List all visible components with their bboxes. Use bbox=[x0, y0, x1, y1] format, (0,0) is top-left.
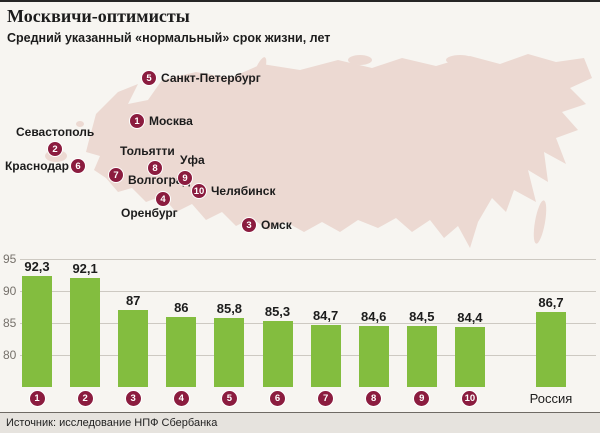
bar-value-7: 84,7 bbox=[312, 307, 339, 323]
x-axis-marker-5: 5 bbox=[220, 390, 238, 407]
y-axis-label-95: 95 bbox=[3, 251, 19, 267]
x-axis-marker-3: 3 bbox=[124, 390, 142, 407]
source-footer: Источник: исследование НПФ Сбербанка bbox=[0, 412, 600, 433]
bar-8 bbox=[358, 325, 389, 387]
source-text: Источник: исследование НПФ Сбербанка bbox=[6, 417, 218, 429]
map-marker-1: 1 bbox=[129, 113, 145, 129]
gridline-85 bbox=[20, 323, 596, 324]
map-island bbox=[249, 57, 267, 95]
y-axis-label-85: 85 bbox=[3, 315, 19, 331]
gridline-95 bbox=[20, 259, 596, 260]
bar-2 bbox=[70, 277, 101, 387]
map-city-label-7: Волгоград bbox=[128, 173, 191, 187]
map-city-label-1: Москва bbox=[149, 114, 193, 128]
map-city-label-2: Севастополь bbox=[16, 125, 95, 139]
map-marker-5: 5 bbox=[141, 70, 157, 86]
page-title: Москвичи-оптимисты bbox=[7, 6, 190, 26]
bar-value-10: 84,4 bbox=[457, 309, 483, 325]
map-marker-3: 3 bbox=[241, 217, 257, 233]
bar-value-Россия: 86,7 bbox=[538, 295, 564, 311]
bar-10 bbox=[454, 326, 485, 387]
bar-9 bbox=[406, 326, 437, 387]
map-marker-4: 4 bbox=[155, 191, 171, 207]
bar-Россия bbox=[536, 312, 566, 387]
map-marker-2: 2 bbox=[47, 141, 63, 157]
russia-map-silhouette bbox=[45, 54, 592, 248]
map-city-label-4: Оренбург bbox=[121, 206, 178, 220]
map-island bbox=[537, 60, 553, 68]
map-overlay: 1 Москва 2 Севастополь 3 Омск 4 Оренбург 5 Санкт-… bbox=[0, 52, 600, 262]
map-marker-9: 9 bbox=[177, 170, 193, 186]
map-island bbox=[446, 55, 474, 65]
bar-value-8: 84,6 bbox=[361, 308, 387, 324]
y-axis-label-90: 90 bbox=[3, 283, 19, 299]
x-axis-marker-10: 10 bbox=[461, 390, 479, 407]
bar-value-5: 85,8 bbox=[216, 300, 243, 316]
x-axis-marker-4: 4 bbox=[172, 390, 190, 407]
bar-5 bbox=[214, 317, 245, 387]
gridline-80 bbox=[20, 355, 596, 356]
page-subtitle: Средний указанный «нормальный» срок жизн… bbox=[7, 31, 331, 45]
map-city-label-6: Краснодар bbox=[4, 159, 69, 173]
map-region-kaliningrad bbox=[76, 121, 84, 127]
map-city-label-8: Тольятти bbox=[120, 144, 175, 158]
bar-chart: 95 90 85 80 92,3 1 92,1 2 87 3 86 4 85,8 5 85,3 6 84,7 7 8… bbox=[0, 251, 600, 412]
russia-mainland bbox=[86, 54, 592, 248]
map-city-label-3: Омск bbox=[261, 218, 292, 232]
map-city-label-5: Санкт-Петербург bbox=[161, 71, 261, 85]
map-marker-8: 8 bbox=[147, 160, 163, 176]
bar-7 bbox=[310, 324, 341, 387]
y-axis-label-80: 80 bbox=[3, 347, 19, 363]
bar-6 bbox=[262, 321, 293, 387]
map-marker-6: 6 bbox=[70, 158, 86, 174]
map-marker-10: 10 bbox=[191, 183, 207, 199]
x-axis-marker-2: 2 bbox=[76, 390, 94, 407]
map-island bbox=[533, 200, 547, 244]
gridline-90 bbox=[20, 291, 596, 292]
bar-value-3: 87 bbox=[125, 293, 141, 309]
map-island bbox=[348, 55, 372, 65]
x-axis-marker-8: 8 bbox=[365, 390, 383, 407]
bar-value-1: 92,3 bbox=[24, 259, 50, 275]
bar-value-6: 85,3 bbox=[264, 304, 291, 320]
bar-value-9: 84,5 bbox=[409, 309, 435, 325]
x-axis-label-russia: Россия bbox=[529, 391, 573, 406]
map-marker-7: 7 bbox=[108, 167, 124, 183]
bar-1 bbox=[22, 276, 52, 387]
bar-value-2: 92,1 bbox=[72, 260, 98, 276]
map-city-label-10: Челябинск bbox=[211, 184, 276, 198]
bar-value-4: 86 bbox=[174, 299, 189, 315]
x-axis-marker-1: 1 bbox=[28, 390, 46, 407]
x-axis-marker-7: 7 bbox=[317, 390, 335, 407]
bar-3 bbox=[118, 310, 149, 387]
x-axis-marker-6: 6 bbox=[269, 390, 286, 407]
russia-map: 1 Москва 2 Севастополь 3 Омск 4 Оренбург 5 Санкт-… bbox=[0, 52, 600, 262]
x-axis-marker-9: 9 bbox=[413, 390, 431, 407]
map-city-label-9: Уфа bbox=[180, 153, 205, 167]
bar-4 bbox=[166, 316, 197, 387]
